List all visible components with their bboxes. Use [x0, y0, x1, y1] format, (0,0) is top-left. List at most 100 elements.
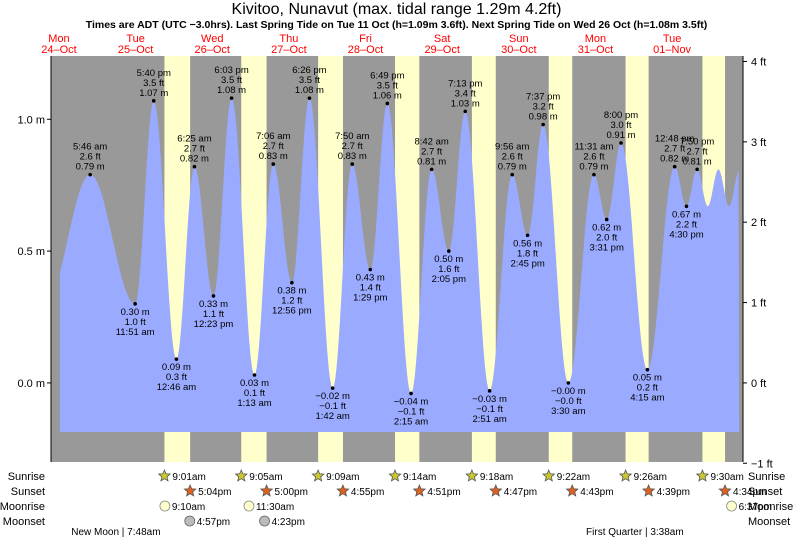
tide-height-ft-label: 0.3 ft — [166, 372, 187, 383]
tide-height-ft-label: 2.7 ft — [421, 146, 442, 157]
sunrise-icon — [465, 468, 479, 482]
tide-height-m-label: 0.98 m — [529, 112, 558, 123]
right-axis-tick-label: 4 ft — [751, 56, 766, 68]
tide-time-label: 5:46 am — [73, 142, 107, 153]
sunset-time-label: 4:47pm — [504, 487, 537, 498]
tide-time-label: 4:30 pm — [669, 229, 703, 240]
right-axis-tick-label: −1 ft — [751, 458, 773, 470]
tide-height-ft-label: 2.6 ft — [80, 152, 101, 163]
tide-height-m-label: 0.38 m — [277, 286, 306, 297]
tide-height-m-label: 0.83 m — [338, 151, 367, 162]
date-label: 25–Oct — [118, 44, 153, 56]
tide-time-label: 2:05 pm — [432, 274, 466, 285]
tide-height-ft-label: 1.1 ft — [203, 309, 224, 320]
tide-height-ft-label: 2.7 ft — [263, 141, 284, 152]
day-of-week-label: Mon — [48, 33, 69, 45]
tide-height-ft-label: −0.0 ft — [555, 396, 582, 407]
moonrise-icon — [726, 500, 737, 512]
left-axis-tick-label: 1.0 m — [17, 114, 45, 126]
tide-low-point — [133, 302, 137, 306]
tide-height-m-label: 0.79 m — [579, 162, 608, 173]
tide-low-point — [368, 267, 373, 272]
tide-time-label: 12:48 pm — [655, 134, 695, 145]
date-label: 01–Nov — [653, 44, 691, 56]
tide-high-point — [271, 162, 276, 166]
tide-height-m-label: 0.09 m — [162, 362, 191, 373]
row-label-moonset: Moonset — [3, 516, 45, 528]
moon-phase-label: New Moon | 7:48am — [71, 527, 160, 538]
chart-title: Kivitoo, Nunavut (max. tidal range 1.29m… — [231, 1, 562, 18]
tide-low-point — [447, 249, 451, 253]
sunset-time-label: 5:04pm — [198, 487, 231, 498]
chart-subtitle: Times are ADT (UTC −3.0hrs). Last Spring… — [85, 19, 708, 31]
tide-height-ft-label: 2.6 ft — [583, 152, 604, 163]
sunset-icon — [641, 483, 656, 497]
tide-high-point — [385, 101, 390, 106]
tide-height-m-label: 0.33 m — [199, 299, 228, 310]
row-label-right-sunrise: Sunrise — [748, 471, 785, 483]
tide-height-m-label: 1.06 m — [373, 90, 402, 101]
date-label: 26–Oct — [195, 44, 230, 56]
sunrise-icon — [234, 468, 249, 482]
day-of-week-label: Sat — [434, 33, 451, 45]
tide-height-m-label: 1.08 m — [295, 85, 324, 96]
tide-high-point — [672, 164, 677, 169]
sunrise-time-label: 9:14am — [403, 472, 436, 483]
tide-time-label: 8:42 am — [414, 136, 448, 147]
tide-low-point — [604, 217, 609, 222]
tide-time-label: 7:13 pm — [448, 78, 482, 89]
tide-low-point — [684, 204, 689, 209]
day-of-week-label: Fri — [359, 33, 372, 45]
tide-height-ft-label: 3.5 ft — [143, 78, 164, 89]
moonset-time-label: 4:23pm — [272, 517, 305, 528]
row-label-sunrise: Sunrise — [8, 471, 45, 483]
date-label: 24–Oct — [41, 44, 76, 56]
tide-high-point — [695, 167, 699, 172]
tide-time-label: 5:40 pm — [137, 68, 171, 79]
sunset-icon — [718, 483, 732, 497]
sunrise-time-label: 9:18am — [480, 472, 513, 483]
sunset-time-label: 4:55pm — [351, 487, 384, 498]
tide-low-point — [290, 280, 294, 285]
tide-time-label: 7:50 am — [335, 131, 369, 142]
tide-height-m-label: −0.00 m — [551, 386, 586, 397]
right-axis-tick-label: 0 ft — [751, 378, 766, 390]
tide-height-m-label: 0.43 m — [356, 273, 385, 284]
tide-time-label: 6:49 pm — [370, 70, 404, 81]
day-of-week-label: Wed — [201, 33, 223, 45]
right-axis-tick-label: 3 ft — [751, 137, 766, 149]
right-axis-tick-label: 2 ft — [751, 217, 766, 229]
row-label-moonrise: Moonrise — [0, 501, 45, 513]
tide-low-point — [525, 233, 530, 238]
tide-height-m-label: 0.62 m — [592, 222, 621, 233]
day-of-week-label: Sun — [509, 33, 529, 45]
date-label: 29–Oct — [424, 44, 459, 56]
day-of-week-label: Thu — [279, 33, 298, 45]
tide-high-point — [541, 122, 545, 127]
day-of-week-label: Tue — [126, 33, 145, 45]
tide-time-label: 11:31 am — [574, 142, 613, 153]
tide-low-point — [566, 381, 571, 385]
tide-time-label: 7:06 am — [256, 131, 290, 142]
tide-height-ft-label: 3.5 ft — [221, 75, 242, 86]
moonset-time-label: 4:57pm — [197, 517, 230, 528]
sunrise-time-label: 9:09am — [326, 472, 359, 483]
left-axis-tick-label: 0.5 m — [17, 246, 45, 258]
tide-high-point — [151, 99, 156, 103]
tide-high-point — [592, 172, 596, 177]
tide-time-label: 8:00 pm — [604, 110, 638, 121]
tide-height-ft-label: −0.1 ft — [398, 406, 425, 417]
sunset-icon — [259, 483, 274, 497]
sunrise-icon — [388, 468, 402, 482]
tide-height-m-label: 0.91 m — [606, 130, 635, 141]
tide-time-label: 3:30 am — [551, 406, 585, 417]
tide-low-point — [645, 367, 650, 372]
day-of-week-label: Mon — [585, 33, 606, 45]
tide-high-point — [350, 162, 355, 166]
tide-low-point — [330, 386, 335, 390]
sunset-time-label: 4:39pm — [657, 487, 690, 498]
left-axis-tick-label: 0.0 m — [17, 378, 45, 390]
moonrise-time-label: 6:37pm — [739, 502, 772, 513]
moonrise-icon — [159, 500, 171, 512]
sunrise-icon — [695, 468, 710, 482]
